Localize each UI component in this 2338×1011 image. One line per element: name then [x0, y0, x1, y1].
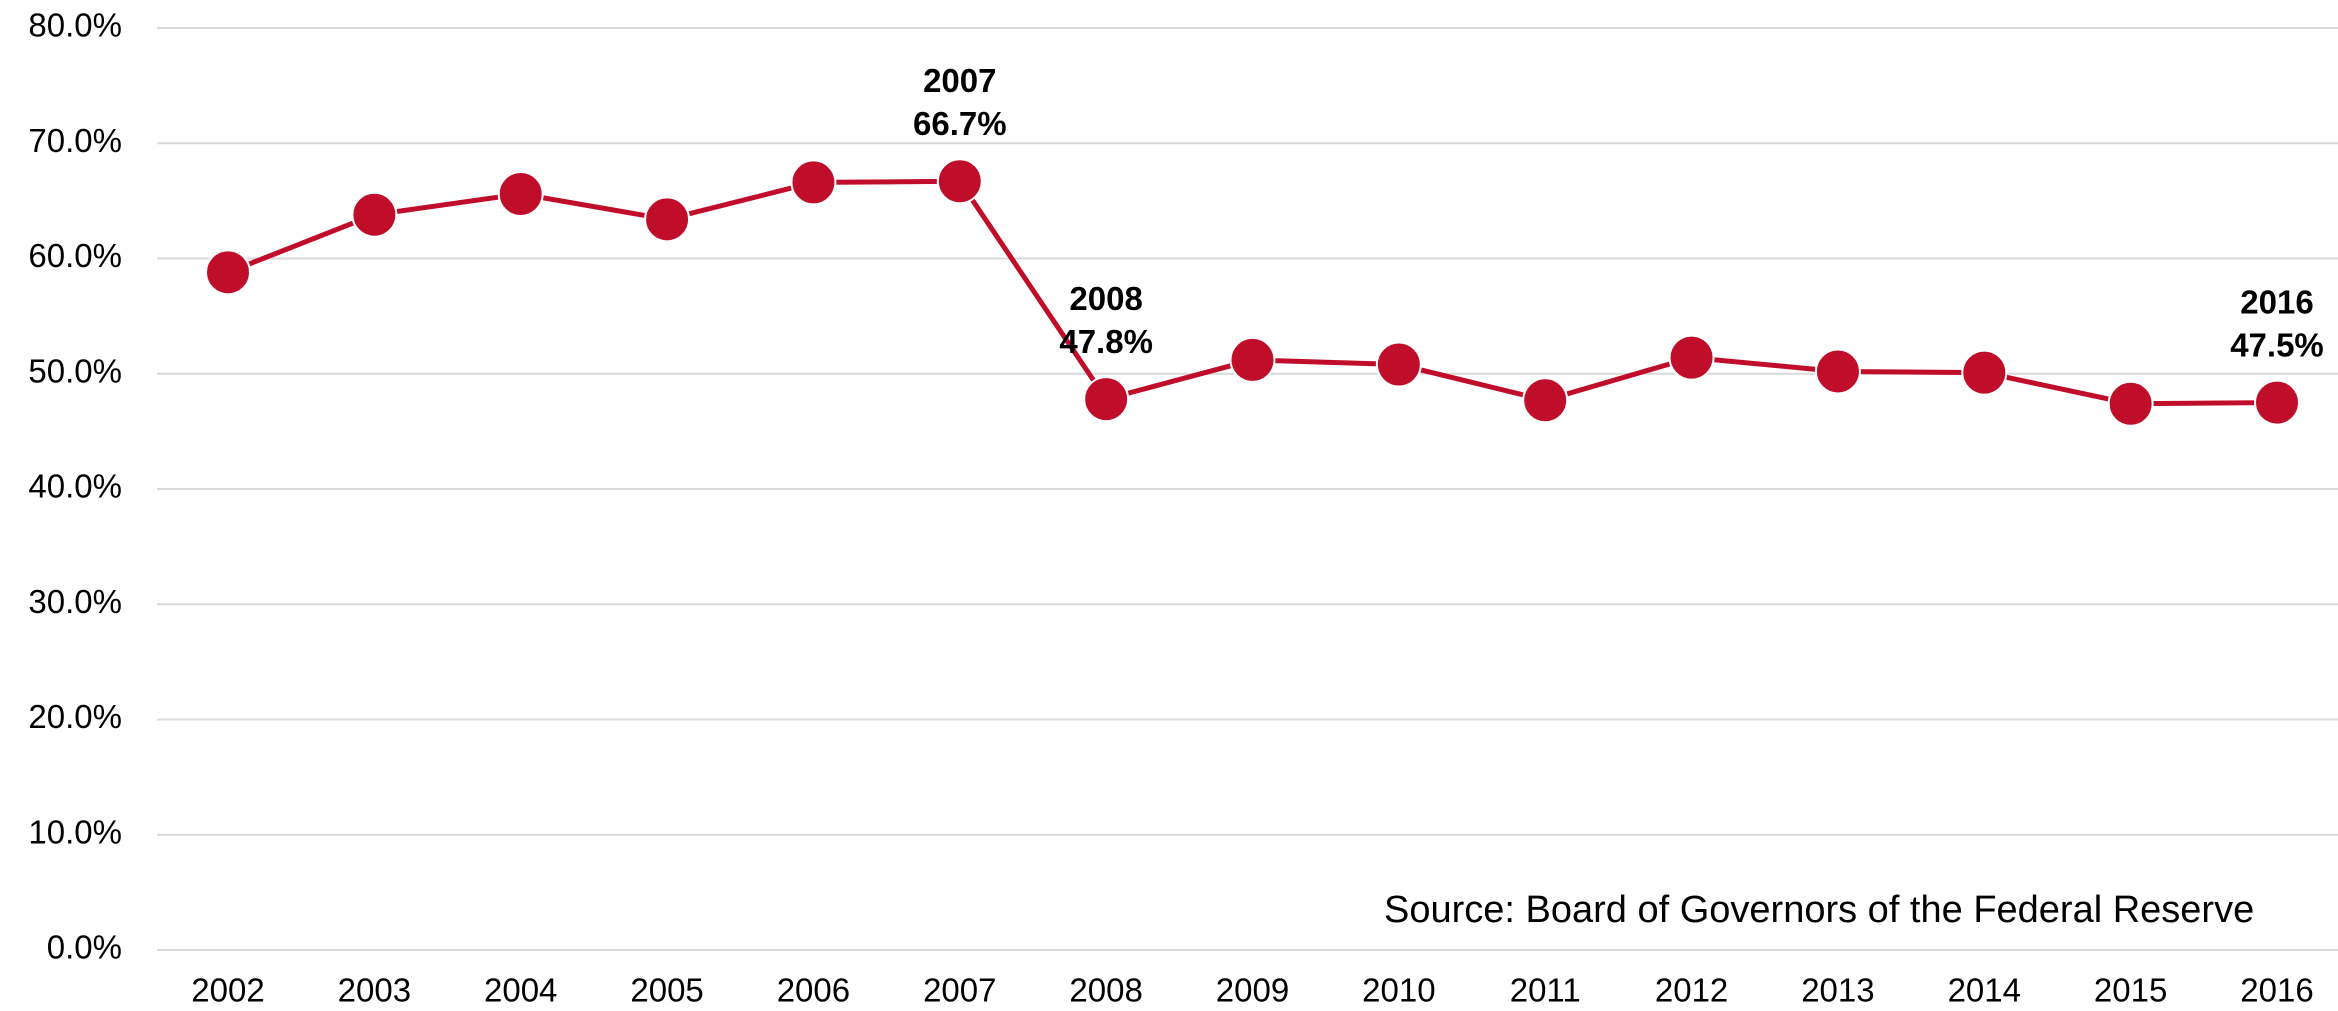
- x-tick-label: 2002: [191, 972, 264, 1009]
- x-tick-label: 2010: [1362, 972, 1435, 1009]
- data-point: [351, 191, 398, 238]
- data-point: [1083, 376, 1130, 423]
- annotation-year: 2008: [1069, 280, 1142, 317]
- data-label: 66.7%: [913, 105, 1007, 142]
- data-point: [1375, 341, 1422, 388]
- x-tick-label: 2012: [1655, 972, 1728, 1009]
- grid: [157, 27, 2338, 951]
- data-point: [1522, 377, 1569, 424]
- data-point: [497, 170, 544, 217]
- data-label: 47.5%: [2230, 326, 2324, 363]
- data-point: [1229, 336, 1276, 383]
- annotation-year: 2007: [923, 62, 996, 99]
- y-tick-label: 70.0%: [28, 122, 122, 159]
- x-tick-label: 2015: [2094, 972, 2167, 1009]
- x-tick-label: 2013: [1801, 972, 1874, 1009]
- y-tick-label: 80.0%: [28, 7, 122, 44]
- data-point: [1668, 334, 1715, 381]
- y-tick-label: 20.0%: [28, 698, 122, 735]
- x-tick-label: 2011: [1510, 972, 1581, 1009]
- data-point: [2107, 380, 2154, 427]
- data-point: [1961, 349, 2008, 396]
- data-point: [205, 249, 251, 296]
- data-point: [2254, 379, 2300, 426]
- x-tick-label: 2005: [630, 972, 703, 1009]
- y-tick-label: 50.0%: [28, 352, 122, 389]
- data-point: [936, 158, 983, 205]
- x-tick-label: 2009: [1216, 972, 1289, 1009]
- y-tick-label: 0.0%: [47, 929, 122, 966]
- x-tick-label: 2008: [1069, 972, 1142, 1009]
- data-label: 47.8%: [1059, 323, 1153, 360]
- annotation-year: 2016: [2240, 283, 2313, 320]
- y-tick-label: 60.0%: [28, 237, 122, 274]
- y-tick-label: 10.0%: [28, 813, 122, 850]
- x-tick-label: 2006: [777, 972, 850, 1009]
- x-tick-label: 2007: [923, 972, 996, 1009]
- y-tick-label: 40.0%: [28, 468, 122, 505]
- data-point: [644, 196, 691, 243]
- x-tick-label: 2004: [484, 972, 557, 1009]
- data-point: [1814, 348, 1861, 395]
- x-tick-label: 2016: [2240, 972, 2313, 1009]
- x-tick-label: 2014: [1948, 972, 2021, 1009]
- source-note: Source: Board of Governors of the Federa…: [1384, 889, 2254, 931]
- y-tick-label: 30.0%: [28, 583, 122, 620]
- x-tick-label: 2003: [338, 972, 411, 1009]
- data-point: [790, 159, 837, 206]
